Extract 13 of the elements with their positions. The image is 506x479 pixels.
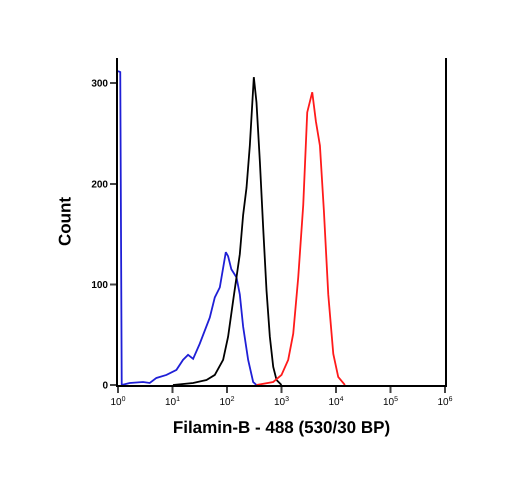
x-tick-label: 10$^{3}$ — [274, 396, 290, 408]
x-tick-label: 10$^{5}$ — [382, 396, 398, 408]
y-tick-label: 100 — [91, 280, 108, 291]
x-tick-label: 10$^{2}$ — [219, 396, 235, 408]
y-axis-title: Count — [55, 196, 74, 246]
x-tick-label: 10$^{6}$ — [437, 396, 453, 408]
x-axis-title: Filamin-B - 488 (530/30 BP) — [172, 418, 390, 437]
x-tick-label: 10$^{4}$ — [328, 396, 344, 408]
y-tick-label: 300 — [91, 78, 108, 90]
y-tick-label: 0 — [102, 380, 108, 392]
x-tick-label: 10$^{1}$ — [164, 396, 180, 408]
x-tick-label: 10$^{0}$ — [110, 396, 126, 408]
y-tick-label: 200 — [91, 179, 108, 190]
